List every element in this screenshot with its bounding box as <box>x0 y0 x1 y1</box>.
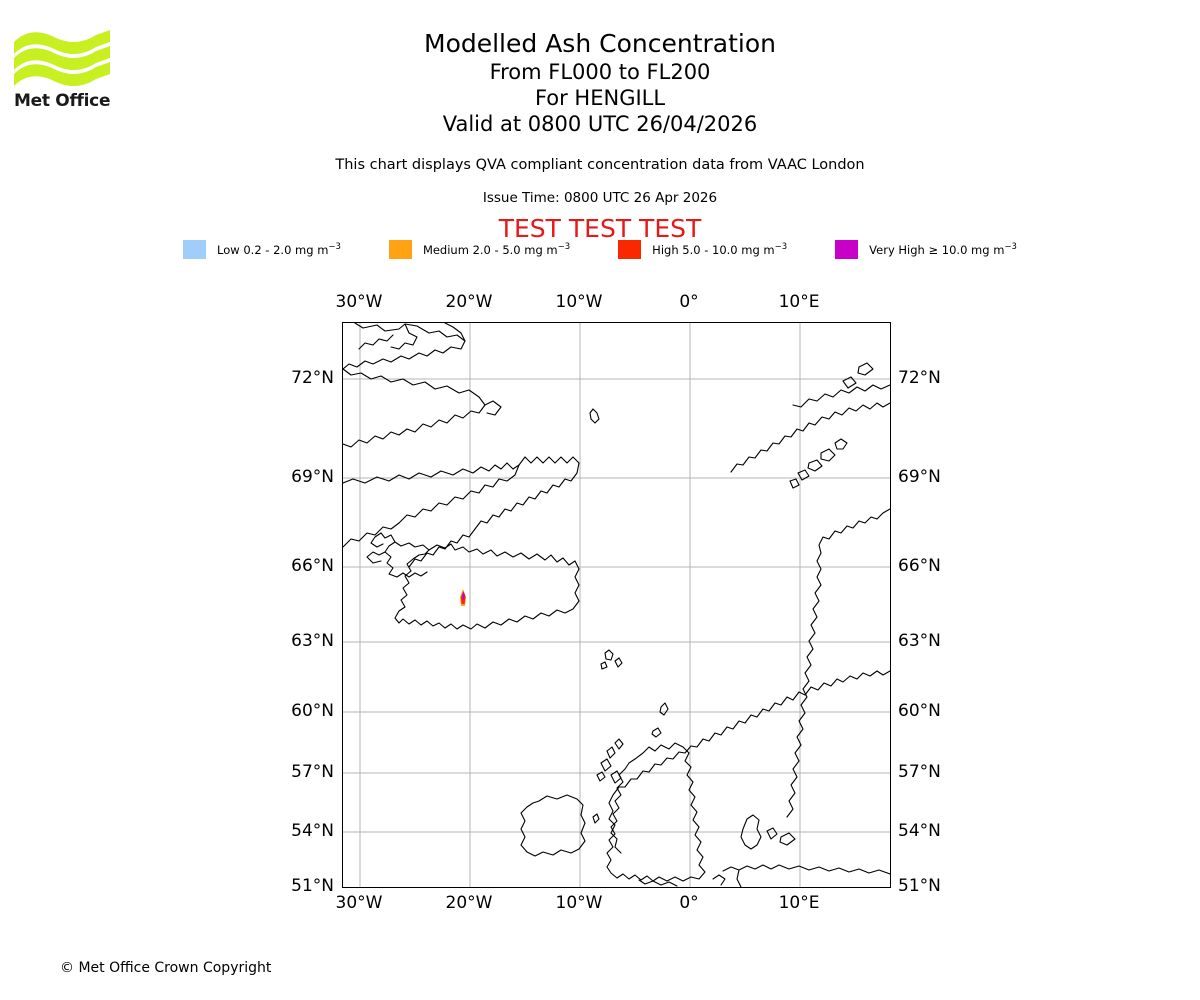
lat-tick-right-72n: 72°N <box>898 368 941 388</box>
lat-tick-left-63n: 63°N <box>291 631 334 651</box>
lat-tick-left-57n: 57°N <box>291 762 334 782</box>
lat-tick-left-69n: 69°N <box>291 467 334 487</box>
legend-item-high: High 5.0 - 10.0 mg m−3 <box>618 240 787 259</box>
legend-item-low: Low 0.2 - 2.0 mg m−3 <box>183 240 341 259</box>
valid-time: Valid at 0800 UTC 26/04/2026 <box>442 112 758 136</box>
lat-tick-right-54n: 54°N <box>898 821 941 841</box>
legend-label-high: High 5.0 - 10.0 mg m−3 <box>652 242 788 257</box>
met-office-wave-icon <box>14 30 110 87</box>
legend-label-medium: Medium 2.0 - 5.0 mg m−3 <box>422 242 571 257</box>
map-gridlines <box>343 323 890 887</box>
lon-tick-bottom-10w: 10°W <box>555 893 603 913</box>
lon-tick-bottom-10e: 10°E <box>778 893 820 913</box>
map-canvas <box>343 323 890 887</box>
legend-swatch-medium <box>388 240 412 259</box>
chart-caption: This chart displays QVA compliant concen… <box>335 157 865 173</box>
lat-tick-right-66n: 66°N <box>898 556 941 576</box>
lat-tick-left-54n: 54°N <box>291 821 334 841</box>
lon-tick-top-10e: 10°E <box>778 292 820 312</box>
issue-time: Issue Time: 0800 UTC 26 Apr 2026 <box>482 190 718 206</box>
lat-tick-right-57n: 57°N <box>898 762 941 782</box>
lat-tick-right-51n: 51°N <box>898 876 941 896</box>
lon-tick-top-20w: 20°W <box>445 292 493 312</box>
concentration-legend: Low 0.2 - 2.0 mg m−3 Medium 2.0 - 5.0 mg… <box>0 240 1200 259</box>
ash-plume <box>460 589 466 606</box>
page-title: Modelled Ash Concentration <box>424 29 776 58</box>
lon-tick-top-0: 0° <box>679 292 699 312</box>
met-office-logo-text: Met Office <box>14 91 111 111</box>
coastlines <box>343 323 890 887</box>
lon-tick-top-30w: 30°W <box>335 292 383 312</box>
legend-swatch-high <box>618 240 642 259</box>
lat-tick-left-51n: 51°N <box>291 876 334 896</box>
chart-title-block: Modelled Ash Concentration From FL000 to… <box>0 28 1200 137</box>
lon-tick-bottom-20w: 20°W <box>445 893 493 913</box>
ash-concentration-map[interactable] <box>342 322 891 888</box>
legend-label-very-high: Very High ≥ 10.0 mg m−3 <box>869 242 1017 257</box>
met-office-logo: Met Office <box>14 28 124 113</box>
lat-tick-right-69n: 69°N <box>898 467 941 487</box>
lat-tick-right-63n: 63°N <box>898 631 941 651</box>
test-banner: TEST TEST TEST <box>498 214 702 243</box>
lon-tick-bottom-30w: 30°W <box>335 893 383 913</box>
lat-tick-right-60n: 60°N <box>898 701 941 721</box>
lat-tick-left-72n: 72°N <box>291 368 334 388</box>
legend-swatch-low <box>183 240 207 259</box>
flight-level-range: From FL000 to FL200 <box>489 60 711 84</box>
lat-tick-left-60n: 60°N <box>291 701 334 721</box>
legend-label-low: Low 0.2 - 2.0 mg m−3 <box>217 242 341 257</box>
legend-swatch-very-high <box>835 240 859 259</box>
legend-item-medium: Medium 2.0 - 5.0 mg m−3 <box>388 240 571 259</box>
volcano-name: For HENGILL <box>534 86 666 110</box>
legend-item-very-high: Very High ≥ 10.0 mg m−3 <box>835 240 1017 259</box>
lat-tick-left-66n: 66°N <box>291 556 334 576</box>
lon-tick-top-10w: 10°W <box>555 292 603 312</box>
copyright-notice: © Met Office Crown Copyright <box>60 960 272 976</box>
lon-tick-bottom-0: 0° <box>679 893 699 913</box>
